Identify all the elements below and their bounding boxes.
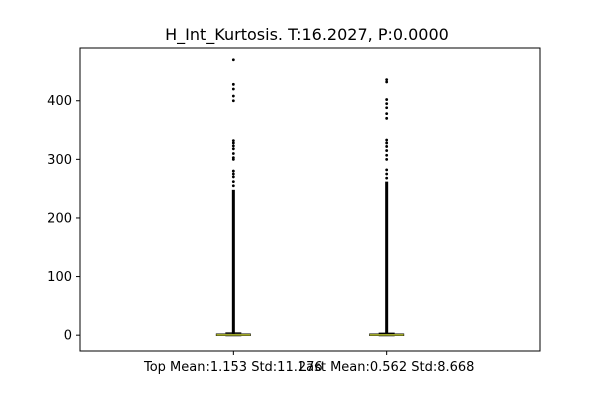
outlier-point [231,156,235,159]
outlier-point [231,144,235,148]
outlier-point [385,80,389,84]
outlier-point [231,169,235,173]
outlier-point [231,147,235,151]
outlier-point [385,145,389,148]
y-tick-label: 300 [47,153,72,168]
outlier-point [385,78,389,82]
outlier-point [385,106,389,110]
outlier-point [385,141,389,145]
box-group [369,78,405,337]
outlier-point [231,141,235,145]
outlier-point [385,116,389,120]
outlier-point [385,172,389,176]
outlier-dense-band [385,181,389,334]
outlier-point [385,176,389,180]
plot-frame [79,47,541,352]
outlier-point [231,82,235,86]
outlier-point [385,98,389,101]
outlier-point [385,168,389,172]
outlier-point [385,112,389,116]
y-tick-label: 200 [47,211,72,226]
outlier-point [231,184,235,188]
outlier-point [385,153,389,157]
outlier-point [231,152,235,155]
box-group [215,58,251,337]
x-tick-label: Last Mean:0.562 Std:8.668 [299,360,475,375]
outlier-point [231,139,235,142]
boxes-layer [215,58,405,337]
x-tick-label: Top Mean:1.153 Std:11.276 [143,360,323,375]
outlier-point [231,58,235,62]
outlier-point [231,175,235,179]
outlier-dense-band [231,189,235,334]
outlier-point [231,172,235,176]
chart-title: H_Int_Kurtosis. T:16.2027, P:0.0000 [165,25,449,45]
outlier-point [385,157,389,161]
y-axis: 0 100 200 300 400 [47,94,80,344]
outlier-point [231,99,235,103]
outlier-point [231,94,235,98]
outlier-point [231,180,235,184]
y-tick-label: 400 [47,94,72,109]
outlier-point [385,149,389,152]
outlier-point [231,87,235,91]
outlier-point [385,102,389,106]
y-tick-label: 0 [64,329,72,344]
y-tick-label: 100 [47,270,72,285]
outlier-point [385,138,389,142]
